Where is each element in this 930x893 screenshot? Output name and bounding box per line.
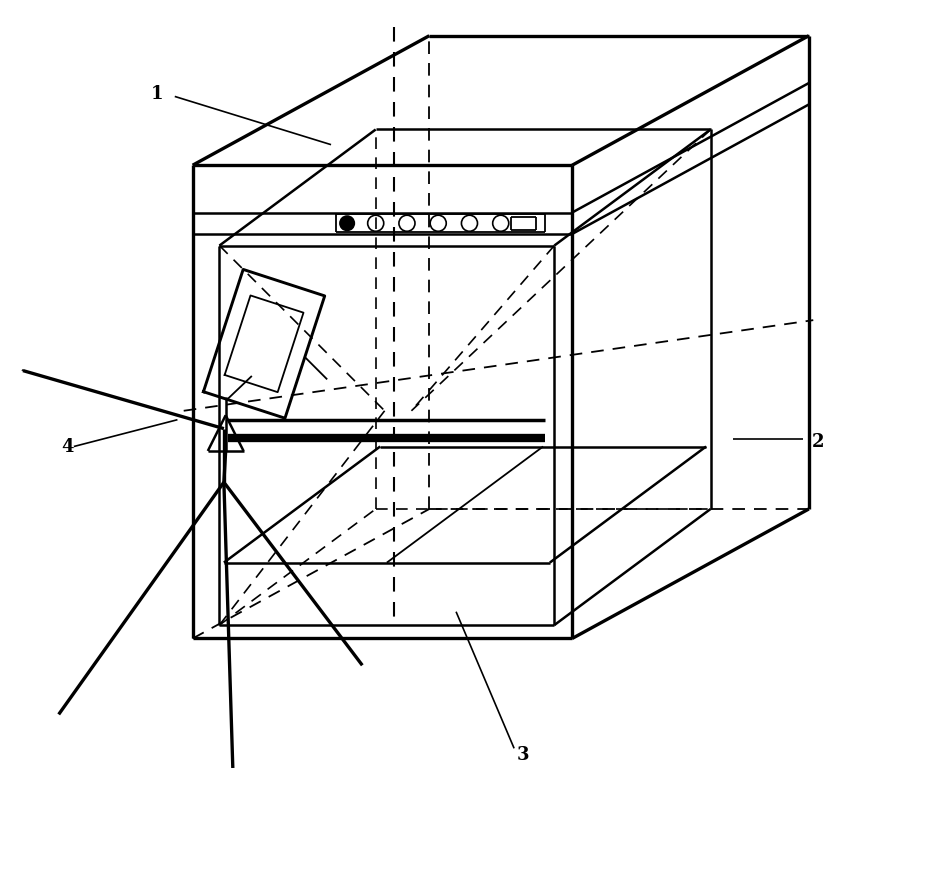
- Circle shape: [339, 215, 355, 231]
- Text: 3: 3: [517, 746, 529, 764]
- Text: 4: 4: [61, 438, 73, 455]
- Text: 2: 2: [812, 433, 824, 451]
- Text: 1: 1: [151, 85, 163, 103]
